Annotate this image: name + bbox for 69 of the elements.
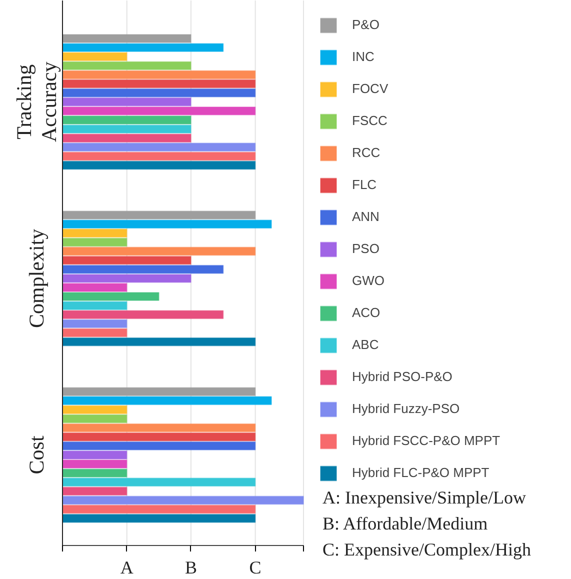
annotation: C xyxy=(249,558,262,578)
bar xyxy=(62,504,256,514)
bar xyxy=(62,34,192,44)
bar xyxy=(62,460,128,469)
bar xyxy=(62,61,192,70)
bar xyxy=(62,97,192,106)
bar xyxy=(62,478,256,487)
legend-label: Hybrid Fuzzy-PSO xyxy=(352,400,460,418)
bar xyxy=(62,152,256,161)
y-tick-label: Complexity xyxy=(24,228,48,328)
annotation: B xyxy=(184,558,197,578)
legend-label: GWO xyxy=(352,272,384,290)
bar xyxy=(62,432,256,442)
legend-label: ACO xyxy=(352,304,380,322)
bar xyxy=(62,142,256,152)
bar xyxy=(62,387,256,396)
legend-label: P&O xyxy=(352,16,380,34)
bar xyxy=(62,106,256,116)
bar xyxy=(62,70,256,80)
bar xyxy=(62,134,192,143)
bar xyxy=(62,468,128,478)
bar xyxy=(62,414,128,424)
bar xyxy=(62,52,128,62)
bar xyxy=(62,292,160,302)
bar xyxy=(62,441,256,450)
bar xyxy=(62,486,128,496)
bar xyxy=(62,310,224,320)
bar xyxy=(62,274,192,283)
annotation: A xyxy=(120,558,134,578)
legend-label: Hybrid FLC-P&O MPPT xyxy=(352,464,490,482)
bar xyxy=(62,283,128,292)
legend-label: Hybrid PSO-P&O xyxy=(352,368,452,386)
bar xyxy=(62,116,192,124)
bar xyxy=(62,88,256,98)
bar xyxy=(62,328,128,338)
bar xyxy=(62,450,128,460)
text: C: Expensive/Complex/High xyxy=(322,540,531,560)
legend-label: FOCV xyxy=(352,80,388,98)
bar xyxy=(62,43,224,52)
legend-label: FSCC xyxy=(352,112,388,130)
bar xyxy=(62,238,128,247)
bar xyxy=(62,256,192,265)
bar xyxy=(62,160,256,170)
bar xyxy=(62,79,256,88)
y-tick-label: Cost xyxy=(24,436,48,474)
legend-label: FLC xyxy=(352,176,377,194)
bar xyxy=(62,337,256,346)
bar xyxy=(62,210,256,220)
legend-label: Hybrid FSCC-P&O MPPT xyxy=(352,432,500,450)
legend-label: ABC xyxy=(352,336,379,354)
legend-label: RCC xyxy=(352,144,380,162)
bar xyxy=(62,124,192,134)
bar xyxy=(62,514,256,523)
bar xyxy=(62,423,256,432)
y-tick-label: Tracking Accuracy xyxy=(12,61,62,142)
bar xyxy=(62,264,224,274)
legend-label: INC xyxy=(352,48,374,66)
text: B: Affordable/Medium xyxy=(322,514,488,534)
legend-label: PSO xyxy=(352,240,380,258)
bar xyxy=(62,319,128,328)
bar xyxy=(62,228,128,238)
text: A: Inexpensive/Simple/Low xyxy=(322,488,526,508)
legend-label: ANN xyxy=(352,208,380,226)
bar xyxy=(62,246,256,256)
bar xyxy=(62,496,304,505)
bar xyxy=(62,405,128,414)
bar xyxy=(62,396,272,406)
bar xyxy=(62,301,128,310)
bar xyxy=(62,220,272,229)
